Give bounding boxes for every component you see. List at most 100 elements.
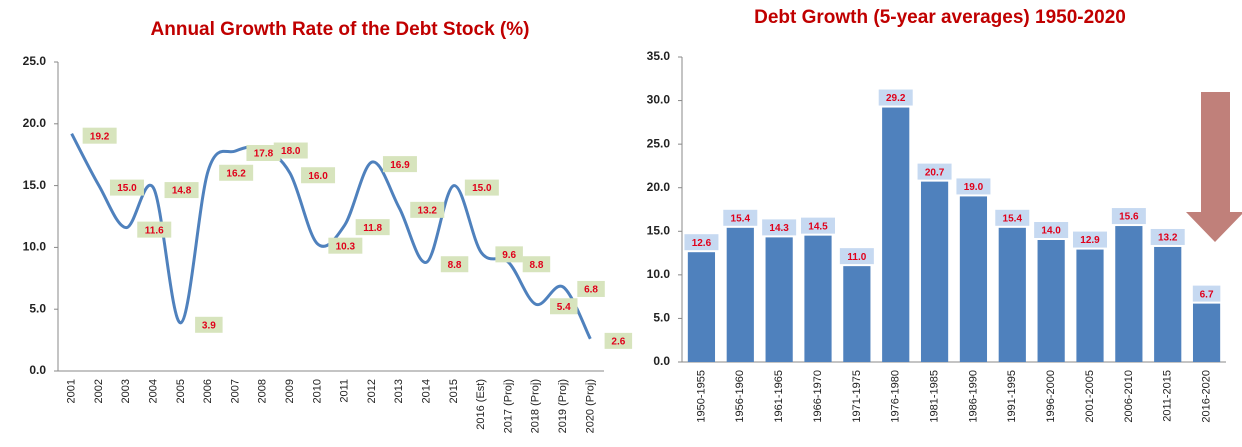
x-tick-label: 2003 bbox=[120, 379, 132, 403]
x-tick-label: 1966-1970 bbox=[812, 370, 824, 423]
value-label-box bbox=[801, 217, 835, 234]
value-label: 9.6 bbox=[502, 250, 516, 261]
value-label-box bbox=[1150, 228, 1185, 245]
value-label: 19.0 bbox=[964, 182, 984, 193]
y-tick-label: 0.0 bbox=[653, 354, 670, 368]
x-tick-label: 2016 (Est) bbox=[475, 379, 487, 430]
value-label: 13.2 bbox=[1158, 233, 1178, 244]
line bbox=[70, 132, 592, 340]
value-label-box bbox=[328, 237, 363, 254]
x-tick-label: 1996-2000 bbox=[1045, 370, 1057, 423]
value-label-box bbox=[1034, 222, 1069, 238]
x-tick-label: 1981-1985 bbox=[928, 370, 940, 423]
value-label: 16.9 bbox=[390, 160, 410, 171]
value-label: 6.8 bbox=[584, 285, 598, 296]
y-tick-label: 25.0 bbox=[23, 54, 47, 68]
y-tick-label: 20.0 bbox=[647, 180, 671, 194]
bar bbox=[726, 227, 754, 362]
x-tick-label: 2008 bbox=[257, 379, 269, 403]
value-label: 13.2 bbox=[418, 205, 438, 216]
value-label-box bbox=[577, 280, 605, 297]
x-tick-label: 2012 bbox=[366, 379, 378, 403]
bar bbox=[920, 181, 949, 362]
value-label: 17.8 bbox=[254, 149, 274, 160]
value-label: 10.3 bbox=[336, 241, 356, 252]
value-label: 15.0 bbox=[472, 183, 492, 194]
bar bbox=[1037, 240, 1065, 362]
value-label: 15.4 bbox=[731, 213, 751, 224]
x-tick-label: 1976-1980 bbox=[890, 370, 902, 423]
x-tick-label: 2007 bbox=[229, 379, 241, 403]
value-label: 11.8 bbox=[363, 223, 382, 234]
y-tick-label: 5.0 bbox=[29, 301, 46, 315]
value-label-box bbox=[195, 316, 223, 333]
value-label-box bbox=[1111, 208, 1146, 225]
value-label: 16.0 bbox=[308, 171, 328, 182]
value-label: 14.8 bbox=[172, 186, 192, 197]
value-label-box bbox=[82, 127, 117, 144]
value-label-box bbox=[917, 163, 952, 180]
down-arrow bbox=[1186, 92, 1242, 242]
x-tick-label: 2018 (Proj) bbox=[530, 379, 542, 433]
chart-title: Debt Growth (5-year averages) 1950-2020 bbox=[754, 7, 1126, 28]
value-label-box bbox=[550, 298, 578, 315]
value-label: 20.7 bbox=[925, 167, 945, 178]
x-tick-label: 2011 bbox=[339, 379, 351, 403]
x-tick-label: 2020 (Proj) bbox=[584, 379, 596, 433]
x-tick-label: 2009 bbox=[284, 379, 296, 403]
value-label: 14.0 bbox=[1041, 226, 1061, 237]
value-label: 8.8 bbox=[448, 260, 462, 271]
x-tick-label: 2010 bbox=[311, 379, 323, 403]
value-label-box bbox=[762, 219, 797, 236]
x-tick-label: 2006 bbox=[202, 379, 214, 403]
x-tick-label: 1961-1965 bbox=[773, 370, 785, 423]
value-label-box bbox=[164, 182, 199, 199]
x-tick-label: 2005 bbox=[175, 379, 187, 403]
bar bbox=[843, 266, 871, 362]
value-label: 12.9 bbox=[1080, 235, 1100, 246]
bar bbox=[765, 237, 793, 362]
value-label-box bbox=[219, 164, 254, 181]
x-tick-label: 1950-1955 bbox=[695, 370, 707, 423]
value-label: 14.3 bbox=[769, 223, 789, 234]
value-label-box bbox=[382, 156, 417, 173]
x-tick-label: 2017 (Proj) bbox=[502, 379, 514, 433]
y-tick-label: 20.0 bbox=[23, 116, 47, 130]
value-label-box bbox=[273, 142, 308, 159]
bar bbox=[1154, 246, 1182, 362]
value-label-box bbox=[355, 219, 390, 236]
x-tick-label: 2015 bbox=[448, 379, 460, 403]
bar bbox=[882, 107, 910, 363]
x-tick-label: 2006-2010 bbox=[1123, 370, 1135, 423]
value-label: 12.6 bbox=[692, 238, 712, 249]
x-tick-label: 1956-1960 bbox=[734, 370, 746, 423]
value-label: 18.0 bbox=[281, 146, 301, 157]
x-tick-label: 2013 bbox=[393, 379, 405, 403]
x-tick-label: 2014 bbox=[420, 379, 432, 403]
x-tick-label: 2001-2005 bbox=[1084, 370, 1096, 423]
value-label-box bbox=[878, 89, 913, 106]
value-label: 15.0 bbox=[117, 183, 137, 194]
bar bbox=[804, 235, 832, 362]
y-tick-label: 10.0 bbox=[647, 267, 671, 281]
value-label-box bbox=[246, 144, 281, 161]
bar bbox=[1192, 303, 1221, 362]
value-label: 15.4 bbox=[1003, 213, 1023, 224]
y-tick-label: 15.0 bbox=[647, 223, 671, 237]
value-label: 14.5 bbox=[808, 221, 828, 232]
value-label: 3.9 bbox=[202, 320, 216, 331]
value-label-box bbox=[464, 179, 499, 196]
value-label-box bbox=[604, 332, 633, 349]
x-tick-label: 2019 (Proj) bbox=[557, 379, 569, 433]
bar bbox=[959, 196, 988, 362]
value-label-box bbox=[137, 221, 172, 238]
value-label-box bbox=[109, 179, 144, 196]
value-label: 15.6 bbox=[1119, 212, 1139, 223]
x-tick-label: 2011-2015 bbox=[1162, 370, 1174, 422]
bar bbox=[1076, 249, 1104, 362]
value-label: 8.8 bbox=[529, 260, 543, 271]
value-label-box bbox=[684, 234, 719, 251]
value-label: 29.2 bbox=[886, 93, 906, 104]
